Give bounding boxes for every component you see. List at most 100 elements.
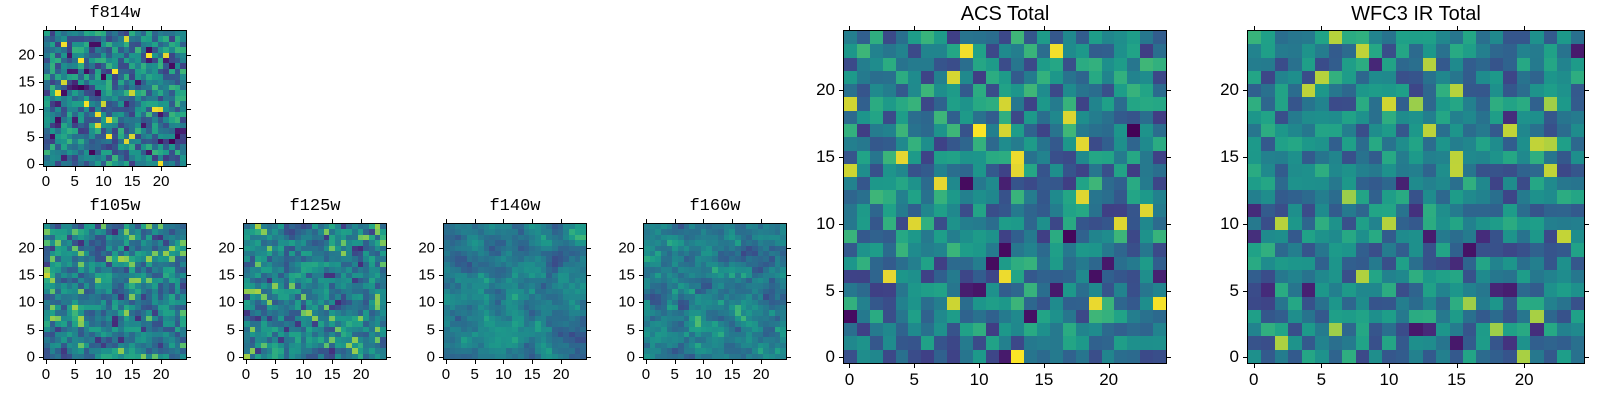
ytick-f105w-20: [39, 248, 43, 249]
xtick-f125w-15: [332, 360, 333, 364]
ytick-right-f125w-10: [387, 302, 391, 303]
xtick-top-f814w-0: [46, 26, 47, 30]
xtick-f814w-10: [103, 167, 104, 171]
panel-title-acs-total: ACS Total: [960, 3, 1050, 25]
ytick-label-f125w-15: 15: [218, 266, 235, 284]
ytick-right-f105w-10: [187, 302, 191, 303]
ytick-f140w-5: [439, 330, 443, 331]
ytick-f105w-5: [39, 330, 43, 331]
ytick-right-f105w-15: [187, 275, 191, 276]
ytick-label-wfc3-ir-total-5: 5: [1229, 280, 1239, 300]
ytick-f105w-10: [39, 302, 43, 303]
xtick-f140w-15: [532, 360, 533, 364]
xtick-label-wfc3-ir-total-5: 5: [1316, 370, 1327, 389]
ytick-right-wfc3-ir-total-15: [1585, 157, 1589, 158]
xtick-top-f105w-20: [161, 219, 162, 223]
xtick-label-f125w-0: 0: [241, 366, 251, 383]
ytick-label-f105w-20: 20: [18, 239, 35, 257]
xtick-top-wfc3-ir-total-15: [1457, 26, 1458, 30]
xtick-f105w-15: [132, 360, 133, 364]
xtick-label-acs-total-10: 10: [969, 370, 989, 389]
ytick-f814w-15: [39, 82, 43, 83]
xtick-top-wfc3-ir-total-0: [1254, 26, 1255, 30]
ytick-acs-total-20: [839, 90, 843, 91]
xtick-top-wfc3-ir-total-5: [1321, 26, 1322, 30]
ytick-right-f160w-5: [787, 330, 791, 331]
xtick-acs-total-20: [1109, 364, 1110, 368]
ytick-f814w-20: [39, 55, 43, 56]
ytick-label-f160w-20: 20: [618, 239, 635, 257]
ytick-right-acs-total-15: [1167, 157, 1171, 158]
xtick-label-wfc3-ir-total-0: 0: [1249, 370, 1259, 389]
xtick-label-f160w-0: 0: [641, 366, 651, 383]
xtick-f105w-5: [75, 360, 76, 364]
ytick-f105w-15: [39, 275, 43, 276]
xtick-wfc3-ir-total-5: [1321, 364, 1322, 368]
ytick-label-f814w-20: 20: [18, 46, 35, 64]
xtick-top-acs-total-10: [979, 26, 980, 30]
ytick-label-acs-total-20: 20: [816, 80, 835, 100]
ytick-label-f140w-15: 15: [418, 266, 435, 284]
xtick-acs-total-10: [979, 364, 980, 368]
xtick-top-f140w-10: [503, 219, 504, 223]
ytick-right-acs-total-5: [1167, 291, 1171, 292]
ytick-right-wfc3-ir-total-0: [1585, 357, 1589, 358]
ytick-right-f125w-15: [387, 275, 391, 276]
xtick-wfc3-ir-total-0: [1254, 364, 1255, 368]
xtick-top-f140w-5: [475, 219, 476, 223]
xtick-top-acs-total-0: [849, 26, 850, 30]
ytick-right-f125w-0: [387, 357, 391, 358]
ytick-f814w-10: [39, 109, 43, 110]
ytick-right-acs-total-10: [1167, 224, 1171, 225]
xtick-label-f160w-10: 10: [695, 366, 712, 383]
xtick-top-f814w-15: [132, 26, 133, 30]
xtick-f160w-20: [761, 360, 762, 364]
ytick-f140w-10: [439, 302, 443, 303]
ytick-wfc3-ir-total-10: [1243, 224, 1247, 225]
xtick-label-acs-total-0: 0: [844, 370, 855, 389]
xtick-label-f160w-20: 20: [752, 366, 770, 383]
panel-title-f814w: f814w: [89, 4, 141, 23]
ytick-label-f160w-15: 15: [618, 266, 635, 284]
xtick-label-wfc3-ir-total-10: 10: [1379, 370, 1399, 389]
xtick-f105w-20: [161, 360, 162, 364]
xtick-wfc3-ir-total-20: [1524, 364, 1525, 368]
panel-title-f125w: f125w: [289, 197, 341, 216]
xtick-top-f105w-15: [132, 219, 133, 223]
ytick-right-f140w-10: [587, 302, 591, 303]
ytick-label-f160w-0: 0: [626, 348, 635, 366]
xtick-f814w-0: [46, 167, 47, 171]
xtick-top-f105w-0: [46, 219, 47, 223]
xtick-top-wfc3-ir-total-10: [1389, 26, 1390, 30]
xtick-label-f125w-5: 5: [270, 366, 279, 383]
heatmap-f140w: [443, 223, 587, 360]
heatmap-wfc3-ir-total: [1247, 30, 1585, 364]
xtick-acs-total-5: [914, 364, 915, 368]
xtick-label-f105w-0: 0: [41, 366, 51, 383]
xtick-top-acs-total-5: [914, 26, 915, 30]
ytick-f160w-10: [639, 302, 643, 303]
ytick-f160w-5: [639, 330, 643, 331]
xtick-top-f140w-0: [446, 219, 447, 223]
ytick-f125w-15: [239, 275, 243, 276]
ytick-right-f160w-10: [787, 302, 791, 303]
ytick-label-f125w-5: 5: [226, 321, 235, 339]
xtick-label-f814w-15: 15: [123, 173, 141, 190]
xtick-top-f814w-5: [75, 26, 76, 30]
ytick-label-acs-total-10: 10: [816, 213, 835, 233]
xtick-f160w-15: [732, 360, 733, 364]
ytick-right-f814w-15: [187, 82, 191, 83]
xtick-label-f814w-0: 0: [41, 173, 51, 190]
ytick-right-wfc3-ir-total-10: [1585, 224, 1589, 225]
ytick-label-f160w-5: 5: [626, 321, 635, 339]
ytick-f140w-20: [439, 248, 443, 249]
xtick-label-wfc3-ir-total-15: 15: [1447, 370, 1467, 389]
xtick-label-f125w-10: 10: [295, 366, 312, 383]
xtick-label-f105w-10: 10: [95, 366, 112, 383]
ytick-right-f814w-10: [187, 109, 191, 110]
xtick-f160w-5: [675, 360, 676, 364]
xtick-f140w-5: [475, 360, 476, 364]
